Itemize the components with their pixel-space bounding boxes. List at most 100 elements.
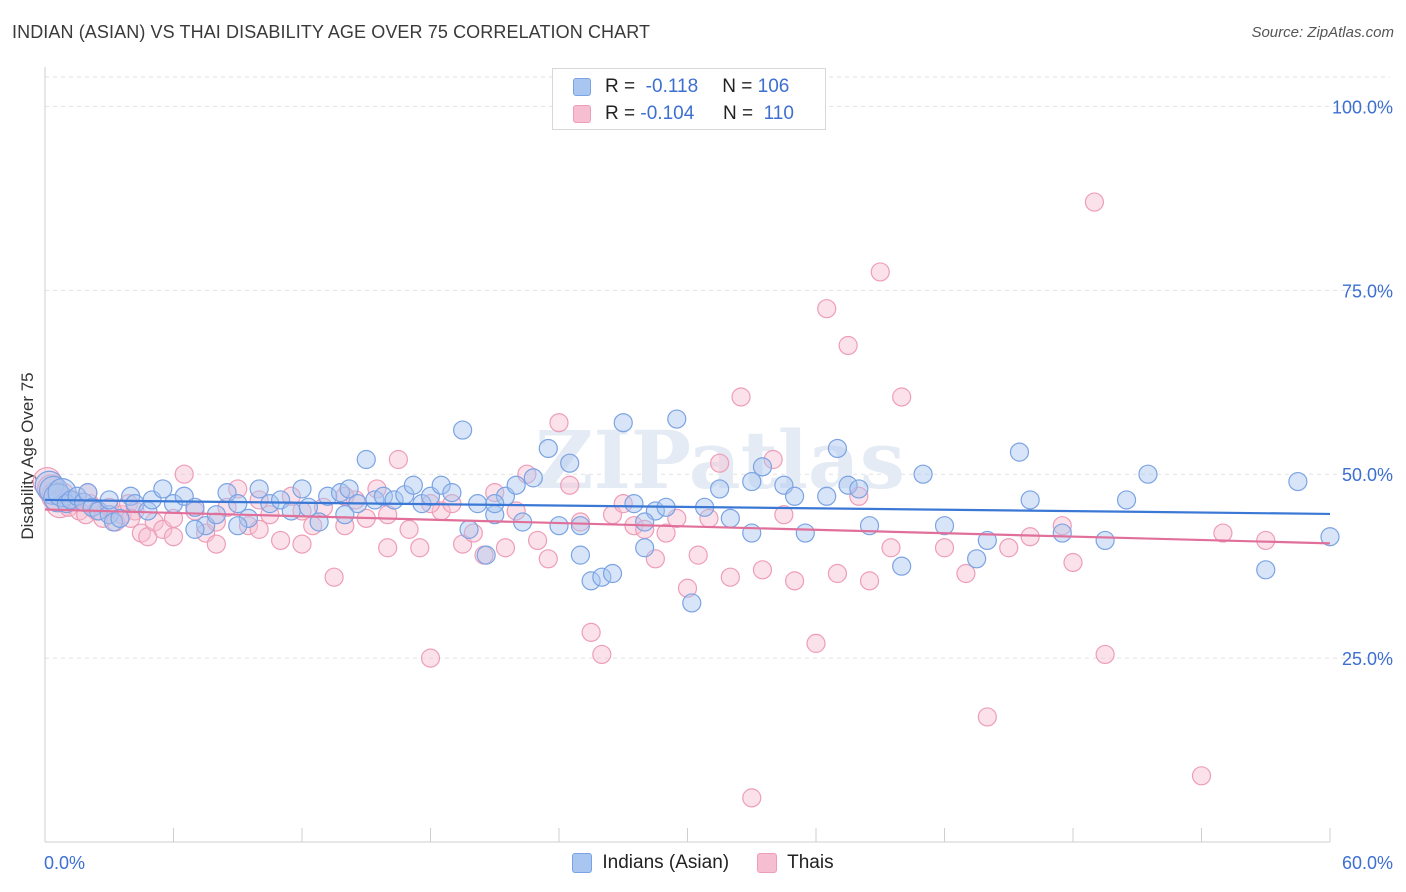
thais-point [859, 571, 880, 591]
indians-point [403, 475, 423, 495]
indians-point [249, 479, 269, 499]
indians-trend-line [44, 498, 1331, 516]
thais-point [870, 262, 890, 282]
indians-point [1320, 527, 1340, 547]
thais-point [742, 788, 762, 808]
indians-point [913, 464, 933, 484]
y-tick-label: 100.0% [1332, 97, 1393, 117]
legend-item-thais[interactable]: Thais [757, 852, 834, 874]
legend-r-value: -0.118 [645, 76, 699, 97]
indians-point [318, 486, 338, 506]
thais-point [677, 578, 698, 598]
indians-point [720, 508, 740, 528]
indians-point [356, 449, 376, 470]
indians-point [1095, 530, 1115, 551]
indians-point [682, 593, 702, 613]
thais-point [977, 707, 997, 727]
indians-point [459, 519, 479, 539]
legend-swatch-blue [572, 853, 593, 873]
indians-point [43, 483, 73, 513]
indians-point [538, 438, 558, 459]
thais-point [1063, 552, 1083, 573]
x-tick-label: 60.0% [1342, 853, 1393, 873]
legend-r-value: -0.104 [640, 103, 695, 124]
thais-point [731, 387, 751, 407]
legend-n-label: N = [722, 103, 754, 124]
thais-point [560, 475, 580, 495]
indians-point [849, 479, 869, 499]
thais-point [1191, 766, 1212, 786]
indians-point [710, 479, 730, 499]
indians-point [1138, 464, 1158, 484]
thais-point [549, 413, 569, 433]
indians-point [292, 479, 312, 499]
thais-point [238, 516, 259, 536]
watermark-text: ZIPatlas [535, 413, 905, 507]
indians-point [570, 516, 591, 536]
thais-point [527, 530, 548, 551]
legend-row-thais: R = -0.104 N = 110 [573, 102, 794, 126]
x-tick-label: 0.0% [44, 853, 85, 873]
thais-point [1095, 644, 1115, 665]
thais-point [934, 538, 955, 558]
indians-point [153, 479, 173, 499]
thais-point [410, 538, 430, 558]
indians-point [752, 457, 773, 477]
thais-point [228, 479, 248, 499]
indians-point [431, 475, 451, 495]
thais-point [592, 644, 612, 665]
thais-point [763, 449, 783, 470]
thais-point [538, 549, 558, 569]
legend-n-value: 110 [763, 103, 794, 124]
legend-n-label: N = [722, 76, 753, 97]
indians-point [373, 486, 393, 506]
indians-point [613, 413, 633, 433]
watermark: ZIPatlas [535, 413, 905, 507]
thais-point [881, 538, 901, 558]
thais-point [1213, 523, 1233, 543]
thais-point [656, 523, 676, 543]
indians-point [838, 475, 858, 495]
indians-point [1288, 471, 1308, 492]
axes [44, 67, 1331, 843]
correlation-legend: R = -0.118 N = 106 R = -0.104 N = 110 [552, 68, 826, 130]
legend-swatch-pink [757, 853, 778, 873]
indians-point [228, 516, 248, 536]
legend-swatch-blue [573, 78, 591, 96]
y-tick-label: 50.0% [1342, 465, 1393, 485]
thais-point [999, 538, 1019, 558]
legend-item-indians[interactable]: Indians (Asian) [572, 852, 729, 874]
thais-point [806, 633, 826, 653]
indians-point [1256, 560, 1276, 580]
indians-point [1052, 523, 1072, 543]
indians-point [281, 501, 301, 521]
thais-point [249, 490, 269, 510]
thais-point [1020, 527, 1040, 547]
thais-point [688, 545, 708, 565]
indians-point [110, 508, 130, 528]
source-label: Source: ZipAtlas.com [1251, 24, 1394, 41]
indians-point [795, 523, 815, 543]
indians-point [602, 563, 623, 584]
thais-point [495, 538, 516, 558]
thais-point [581, 622, 601, 642]
series-legend: Indians (Asian) Thais [0, 852, 1406, 874]
y-tick-label: 75.0% [1342, 281, 1393, 301]
legend-n-value: 106 [757, 76, 790, 97]
thais-point [378, 538, 398, 558]
indians-point [635, 512, 655, 532]
thais-point [324, 567, 344, 587]
thais-point [1084, 192, 1105, 212]
thais-point [131, 523, 151, 543]
thais-point [752, 560, 773, 580]
thais-point [399, 519, 419, 539]
indians-point [624, 494, 644, 514]
indians-point [339, 479, 359, 499]
indians-point [260, 494, 280, 514]
indians-point [827, 438, 848, 459]
indians-point [667, 409, 687, 429]
thais-point [838, 335, 858, 356]
indians-point [560, 453, 580, 473]
thais-point [174, 464, 194, 484]
